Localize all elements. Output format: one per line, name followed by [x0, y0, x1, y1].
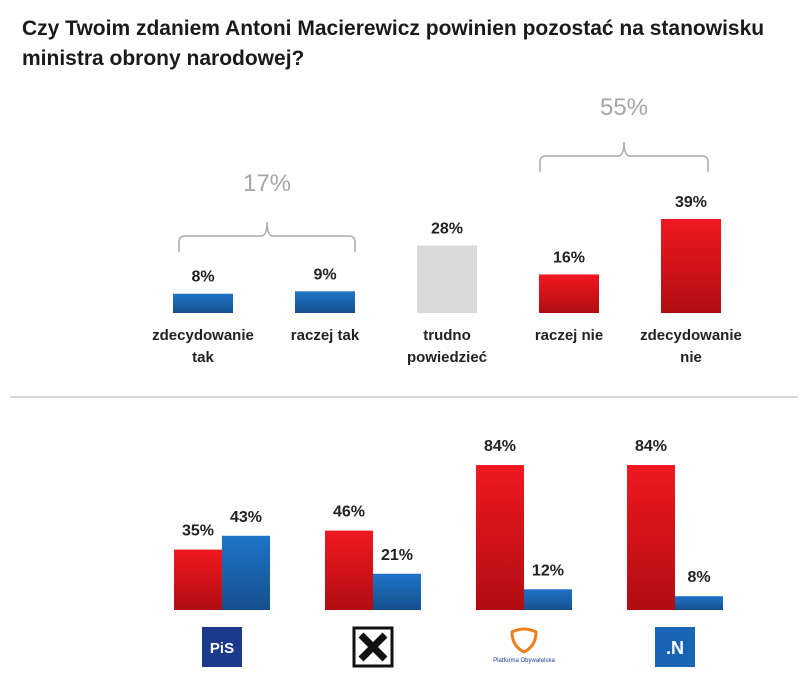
- value-label: 46%: [333, 504, 365, 521]
- value-label: 21%: [381, 547, 413, 564]
- value-label: 35%: [182, 523, 214, 540]
- party-logo: PiS: [202, 627, 242, 667]
- bar: [476, 465, 524, 610]
- value-label: 9%: [313, 266, 336, 283]
- category-label: zdecydowanie tak: [152, 327, 254, 366]
- category-label: trudno powiedzieć: [406, 327, 488, 366]
- logo-mark: [510, 627, 538, 654]
- bar: [417, 245, 477, 313]
- category-label: raczej tak: [290, 327, 360, 344]
- value-label: 84%: [484, 438, 516, 455]
- bracket: [178, 221, 356, 252]
- value-label: 8%: [687, 569, 710, 586]
- bar: [627, 465, 675, 610]
- chart-title: Czy Twoim zdaniem Antoni Macierewicz pow…: [22, 17, 765, 70]
- category-label: zdecydowanie nie: [640, 327, 742, 366]
- logo-text: .N: [666, 638, 684, 658]
- bar: [222, 535, 270, 610]
- bar: [524, 589, 572, 610]
- annotation: 17%: [243, 170, 291, 197]
- bar: [661, 219, 721, 313]
- bar: [373, 573, 421, 610]
- value-label: 8%: [191, 269, 214, 286]
- party-logo: .N: [655, 627, 695, 667]
- bar: [539, 274, 599, 313]
- value-label: 16%: [553, 249, 585, 266]
- bar: [325, 530, 373, 610]
- bar: [174, 549, 222, 610]
- bar: [173, 293, 233, 313]
- bar: [295, 291, 355, 313]
- party-logo: Platforma Obywatelska: [493, 627, 556, 664]
- annotation: 55%: [600, 94, 648, 121]
- category-label: raczej nie: [534, 327, 604, 344]
- value-label: 84%: [635, 438, 667, 455]
- logo-text: Platforma Obywatelska: [493, 658, 555, 664]
- bar: [675, 596, 723, 610]
- logo-box: [202, 627, 242, 667]
- value-label: 12%: [532, 562, 564, 579]
- logo-text: PiS: [210, 640, 234, 657]
- value-label: 28%: [431, 221, 463, 238]
- logo-box: [655, 627, 695, 667]
- bracket: [539, 141, 709, 172]
- logo-x: [358, 632, 388, 662]
- value-label: 39%: [675, 194, 707, 211]
- party-logo: [352, 626, 394, 668]
- value-label: 43%: [230, 509, 262, 526]
